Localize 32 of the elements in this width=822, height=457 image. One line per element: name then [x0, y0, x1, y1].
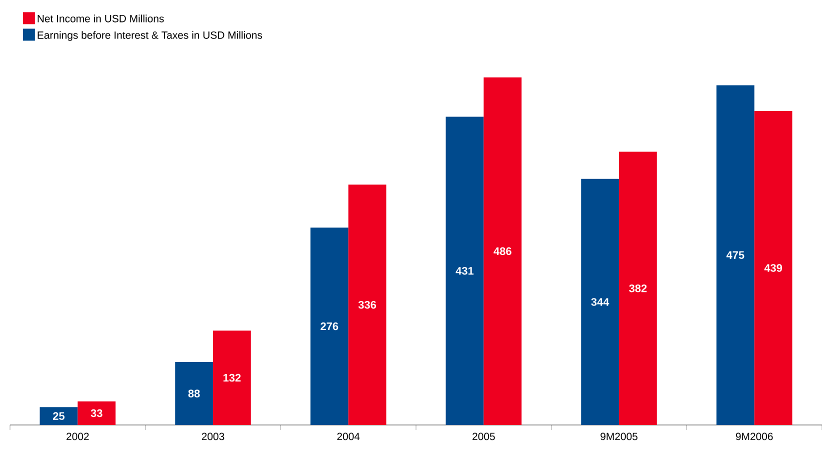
bar [175, 362, 214, 425]
data-label: 132 [224, 374, 241, 382]
data-label: 336 [358, 300, 376, 309]
x-tick-label: 2002 [66, 432, 89, 440]
x-tick-label: 9M2006 [736, 432, 773, 440]
data-label: 33 [90, 409, 102, 418]
bar [484, 77, 522, 425]
data-label: 382 [629, 284, 647, 292]
data-label: 486 [494, 247, 512, 256]
x-tick-label: 9M2005 [600, 432, 638, 440]
bar [40, 407, 78, 425]
x-tick-label: 2004 [337, 432, 360, 440]
data-label: 344 [591, 298, 610, 306]
bar [619, 152, 657, 425]
bar [310, 228, 348, 425]
bar [213, 330, 251, 425]
bar [754, 110, 792, 425]
data-label: 475 [726, 251, 744, 259]
bar [716, 85, 754, 425]
bar [581, 178, 620, 425]
x-tick-label: 2005 [472, 432, 495, 440]
bar [348, 184, 386, 425]
data-label: 276 [320, 322, 338, 330]
x-tick-label: 2003 [202, 432, 224, 440]
bar [78, 401, 116, 425]
data-label: 25 [53, 412, 65, 420]
legend-label: Earnings before Interest & Taxes in USD Millions [38, 31, 262, 41]
legend-label: Net Income in USD Millions [38, 14, 164, 22]
bar [446, 116, 484, 425]
data-label: 88 [188, 390, 200, 398]
data-label: 439 [764, 264, 782, 272]
data-label: 431 [456, 266, 474, 275]
